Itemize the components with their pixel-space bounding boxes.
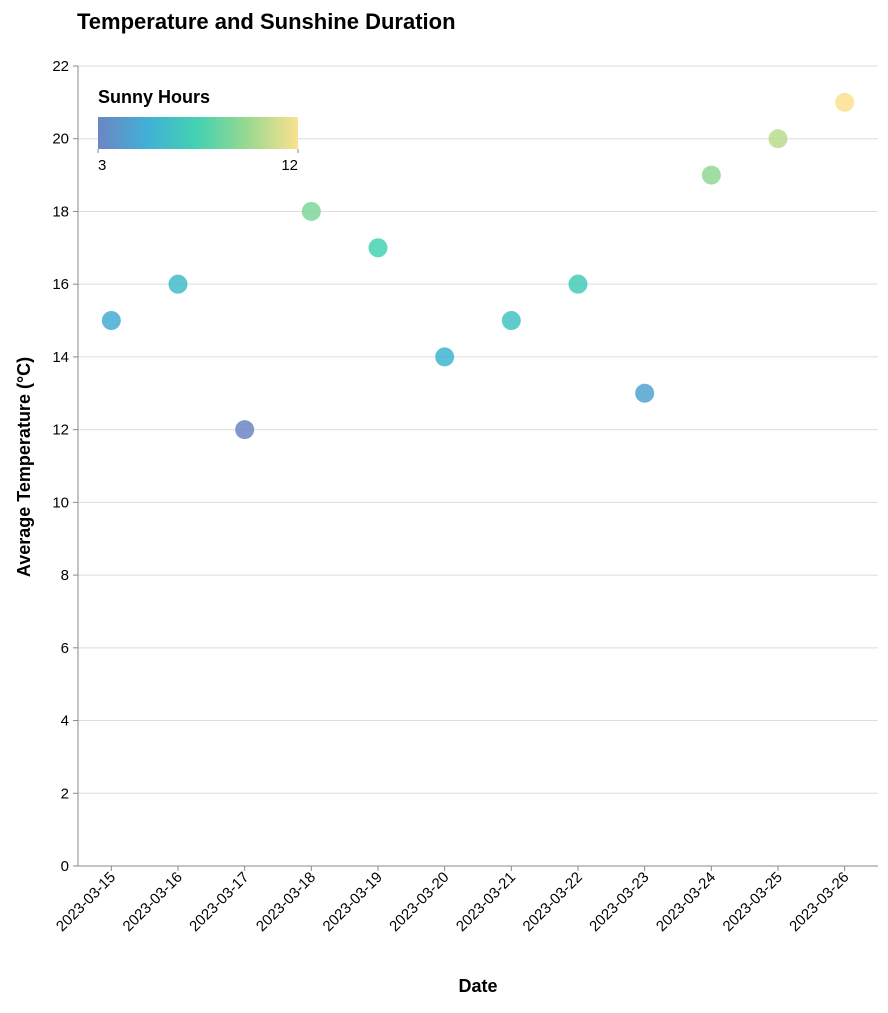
y-tick-label: 22 [52, 58, 69, 75]
data-point[interactable] [635, 383, 655, 403]
y-tick-label: 18 [52, 203, 69, 220]
y-tick-label: 0 [61, 858, 69, 875]
data-point[interactable] [568, 274, 588, 294]
y-tick-label: 14 [52, 349, 69, 366]
x-tick-label: 2023-03-21 [453, 869, 519, 935]
y-tick-label: 8 [61, 567, 69, 584]
x-tick-label: 2023-03-24 [653, 869, 719, 935]
x-tick-label: 2023-03-19 [320, 869, 386, 935]
y-tick-label: 6 [61, 640, 69, 657]
data-point[interactable] [701, 165, 721, 185]
x-tick-label: 2023-03-16 [120, 869, 186, 935]
x-tick-label: 2023-03-25 [720, 869, 786, 935]
data-point[interactable] [835, 92, 855, 112]
legend-title: Sunny Hours [98, 87, 210, 107]
x-tick-label: 2023-03-20 [386, 869, 452, 935]
x-tick-label: 2023-03-18 [253, 869, 319, 935]
y-axis-title: Average Temperature (°C) [14, 357, 34, 577]
x-tick-label: 2023-03-15 [53, 869, 119, 935]
data-point[interactable] [301, 201, 321, 221]
data-point[interactable] [435, 347, 455, 367]
x-tick-label: 2023-03-26 [786, 869, 852, 935]
data-point[interactable] [368, 238, 388, 258]
data-point[interactable] [501, 311, 521, 331]
x-tick-label: 2023-03-23 [586, 869, 652, 935]
y-tick-label: 20 [52, 131, 69, 148]
point-layer [101, 92, 855, 440]
y-tick-label: 4 [61, 713, 69, 730]
x-axis-title: Date [458, 976, 497, 996]
y-tick-label: 2 [61, 785, 69, 802]
data-point[interactable] [168, 274, 188, 294]
legend-gradient-bar [98, 117, 298, 149]
x-tick-label: 2023-03-22 [520, 869, 586, 935]
y-tick-label: 10 [52, 494, 69, 511]
legend-min-label: 3 [98, 157, 106, 174]
data-point[interactable] [101, 311, 121, 331]
data-point[interactable] [768, 129, 788, 149]
grid-layer [78, 65, 878, 867]
y-tick-label: 16 [52, 276, 69, 293]
data-point[interactable] [235, 420, 255, 440]
legend-max-label: 12 [281, 157, 298, 174]
legend: Sunny Hours 3 12 [97, 87, 299, 174]
y-tick-label: 12 [52, 422, 69, 439]
x-tick-label: 2023-03-17 [186, 869, 252, 935]
chart-title: Temperature and Sunshine Duration [77, 9, 456, 34]
